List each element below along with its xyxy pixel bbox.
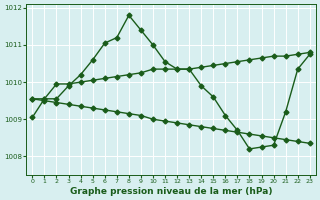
- X-axis label: Graphe pression niveau de la mer (hPa): Graphe pression niveau de la mer (hPa): [70, 187, 272, 196]
